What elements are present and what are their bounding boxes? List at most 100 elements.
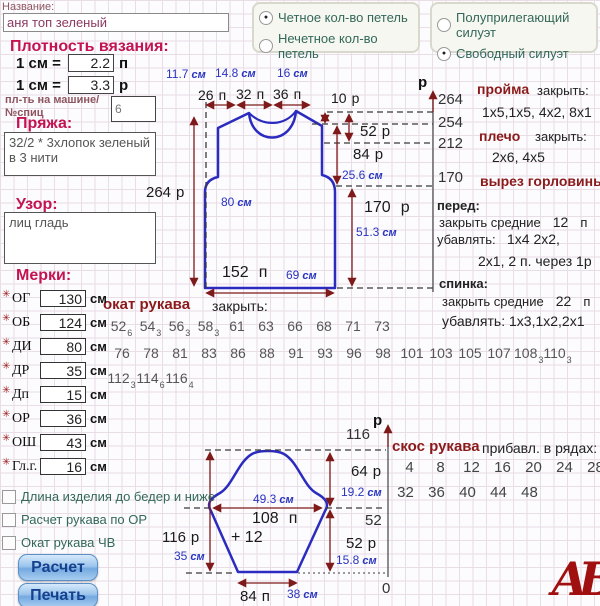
body-neck-width-st: 36 п [273,86,302,102]
measurements-list: ✳ ОГ см ✳ ОБ см ✳ ДИ см ✳ ДР [2,289,107,476]
increase-row-number: 48 [521,484,538,501]
front-close: закрыть средние 12 п [439,214,588,230]
checkbox-icon[interactable] [2,512,16,527]
radio-icon[interactable]: ● [259,10,273,25]
measurement-row: ✳ ОШ см [2,433,107,452]
options-list: Длина изделия до бедер и ниже Расчет рук… [2,489,215,550]
print-button[interactable]: Печать [18,583,98,606]
radio-icon[interactable] [437,18,451,32]
body-armhole-width-st: 26 п [198,87,227,103]
density-row-stitches: 1 см = п [16,54,128,72]
bindoff-number: 71 [345,318,361,334]
required-asterisk-icon: ✳ [2,361,11,372]
author-logo: АВ [551,552,600,606]
measurement-input[interactable] [40,458,86,475]
sleeve-slope-row2: 32 36 40 44 48 [390,484,545,501]
measurement-input[interactable] [40,314,86,331]
density-stitches-input[interactable] [68,54,114,72]
neckline-title: вырез горловины [480,173,600,189]
required-asterisk-icon: ✳ [2,313,11,324]
sleeve-slope-action: прибавл. в рядах: [482,440,598,456]
machine-label-1: пл-ть на машине/ [5,94,100,106]
measurement-input[interactable] [40,410,86,427]
yarn-header: Пряжа: [16,115,73,132]
silhouette-group: Полуприлегающий силуэт ● Свободный силуэ… [430,2,598,61]
name-input[interactable] [3,13,229,32]
body-bottom-st: 152 п [222,264,268,281]
bindoff-number: 1083 [514,345,544,365]
body-bottom-cm: 69 см [286,268,317,282]
stitch-parity-radio[interactable]: Нечетное кол-во петель [259,31,413,61]
option-checkbox-row[interactable]: Расчет рукава по ОР [2,512,215,527]
bindoff-number: 73 [374,318,390,334]
measurement-input[interactable] [40,386,86,403]
measurement-row: ✳ Дп см [2,385,107,404]
stitch-parity-radio[interactable]: ● Четное кол-во петель [259,10,413,25]
sleeve-slope-row1: 4 8 12 16 20 24 28 [394,459,600,476]
required-asterisk-icon: ✳ [2,289,11,300]
body-shoulder-slope-rows: 10 р [331,90,360,106]
increase-row-number: 20 [525,459,542,476]
sleeve-slope-title: скос рукава [392,438,480,455]
body-axis-tick-264: 264 [438,91,464,108]
body-neck-depth-rows: 52 р [360,123,391,140]
body-axis-tick-212: 212 [438,135,464,152]
pattern-textarea[interactable] [4,212,156,264]
radio-icon[interactable] [259,39,273,53]
measurement-input[interactable] [40,362,86,379]
body-side-rows: 170 р [364,199,410,216]
body-neck-width-cm: 16 см [277,66,308,80]
front-dec-2: 2х1, 2 п. через 1р [478,253,592,269]
sleeve-total-cm: 35 см [174,549,205,563]
calculate-button[interactable]: Расчет [18,554,98,581]
sleeve-axis-label: р [373,412,383,429]
silhouette-radio[interactable]: ● Свободный силуэт [437,46,591,61]
bindoff-number: 563 [168,318,191,338]
measurement-row: ✳ ДИ см [2,337,107,356]
body-arrows [189,100,357,298]
sleeve-cap-title: окат рукава [103,296,191,313]
back-title: спинка: [439,276,488,291]
bindoff-number: 96 [346,345,362,361]
body-shoulder-width-cm: 14.8 см [215,66,256,80]
armhole-value: 1х5,1х5, 4х2, 8х1 [482,104,592,120]
checkbox-icon[interactable] [2,489,16,504]
required-asterisk-icon: ✳ [2,385,11,396]
increase-row-number: 12 [463,459,480,476]
armhole-title: пройма [477,81,530,97]
increase-row-number: 24 [556,459,573,476]
measurement-input[interactable] [40,290,86,307]
yarn-textarea[interactable] [4,132,156,176]
option-checkbox-row[interactable]: Длина изделия до бедер и ниже [2,489,215,504]
checkbox-icon[interactable] [2,535,16,550]
body-shoulder-width-st: 32 п [236,86,265,102]
bindoff-number: 526 [110,318,133,338]
measurement-row: ✳ ОБ см [2,313,107,332]
machine-input[interactable] [111,96,156,122]
bindoff-number: 105 [458,345,482,361]
measurement-input[interactable] [40,338,86,355]
density-rows-input[interactable] [68,76,114,94]
sleeve-axis-top: 116 [346,426,370,443]
density-header: Плотность вязания: [10,38,169,55]
option-checkbox-row[interactable]: Окат рукава ЧВ [2,535,215,550]
sleeve-cap-row2: 76 78 81 83 86 88 91 93 96 98 101 103 105 107 1083 1103 [108,345,572,365]
body-axis-tick-170: 170 [438,169,464,186]
increase-row-number: 8 [436,459,445,476]
measurement-input[interactable] [40,434,86,451]
required-asterisk-icon: ✳ [2,433,11,444]
sleeve-top-st: 108 п [252,510,298,527]
front-title: перед: [437,198,480,213]
silhouette-radio[interactable]: Полуприлегающий силуэт [437,10,591,40]
bindoff-number: 1123 [107,370,136,390]
radio-icon[interactable]: ● [437,46,451,61]
increase-row-number: 16 [494,459,511,476]
bindoff-number: 91 [288,345,304,361]
shoulder-title: плечо [479,128,521,144]
density-row-rows: 1 см = р [16,76,128,94]
stitch-parity-group: ● Четное кол-во петель Нечетное кол-во п… [252,2,420,61]
sleeve-cap-action: закрыть: [212,298,268,314]
sleeve-cap-row3: 1123 1146 1164 [107,370,194,390]
measurement-row: ✳ ДР см [2,361,107,380]
